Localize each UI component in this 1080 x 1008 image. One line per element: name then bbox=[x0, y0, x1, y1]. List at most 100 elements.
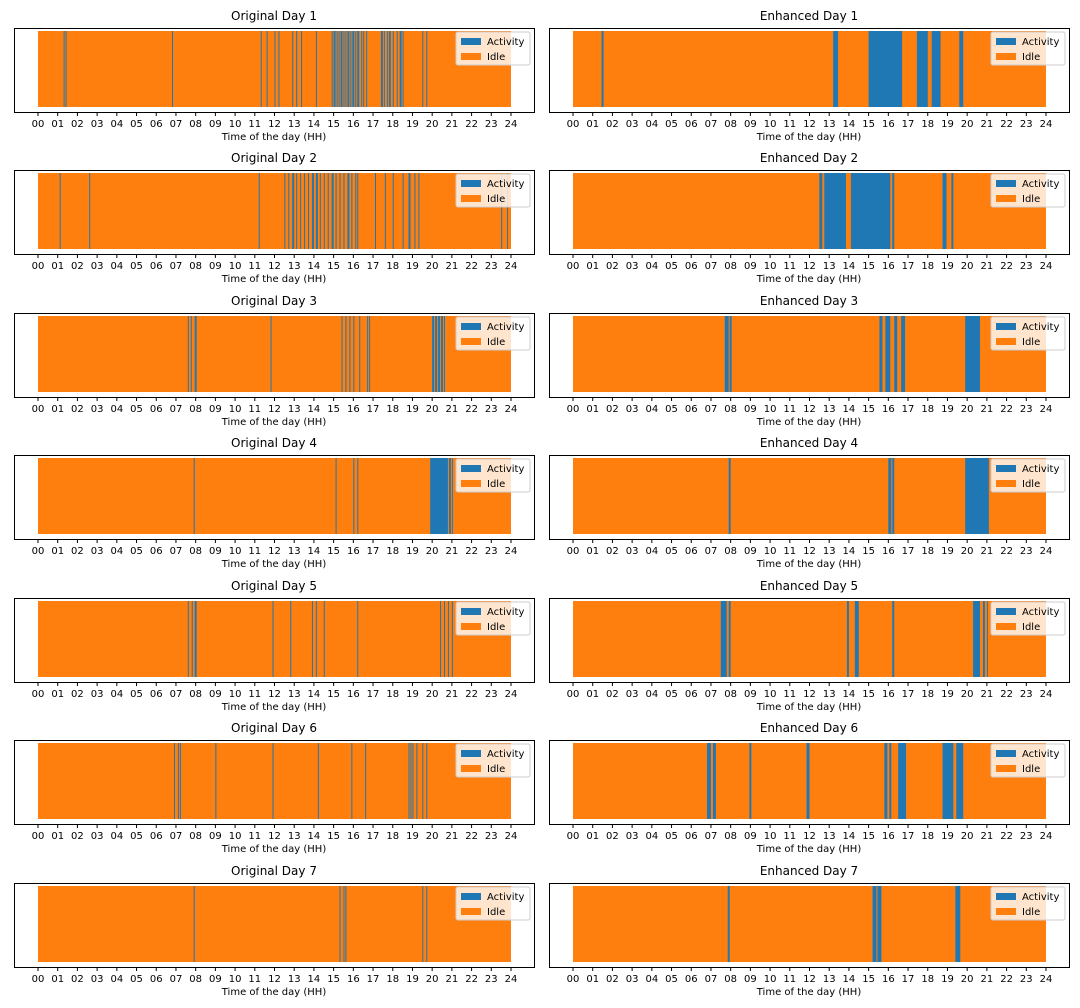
x-tick-label: 05 bbox=[665, 974, 678, 985]
activity-segment bbox=[942, 173, 947, 249]
x-tick-label: 17 bbox=[367, 119, 380, 130]
activity-segment bbox=[304, 173, 306, 249]
x-tick-label: 02 bbox=[71, 831, 84, 842]
x-tick-label: 19 bbox=[406, 404, 419, 415]
x-tick-label: 14 bbox=[843, 689, 856, 700]
x-tick-label: 04 bbox=[645, 974, 658, 985]
x-tick-label: 06 bbox=[685, 119, 698, 130]
activity-segment bbox=[451, 601, 453, 677]
x-tick-label: 17 bbox=[902, 546, 915, 557]
activity-segment bbox=[331, 31, 333, 107]
x-tick-label: 14 bbox=[308, 974, 321, 985]
activity-segment bbox=[380, 31, 383, 107]
activity-segment bbox=[284, 173, 286, 249]
subplot-7: Original Day 4 00 01 02 03 04 05 06 07 08 09 10 11 12… bbox=[14, 436, 535, 570]
activity-segment bbox=[311, 173, 314, 249]
x-tick-label: 11 bbox=[783, 261, 796, 272]
legend-swatch-idle bbox=[461, 195, 481, 202]
activity-segment bbox=[335, 173, 337, 249]
legend: Activity Idle bbox=[455, 601, 531, 636]
activity-segment bbox=[278, 31, 280, 107]
x-tick-label: 24 bbox=[505, 261, 518, 272]
activity-segment bbox=[65, 31, 67, 107]
activity-segment bbox=[292, 31, 294, 107]
activity-segment bbox=[190, 316, 192, 392]
x-tick-label: 21 bbox=[981, 974, 994, 985]
subplot-3: Original Day 2 00 01 02 03 04 05 06 07 08 09 10 11 12… bbox=[14, 151, 535, 285]
x-tick-label: 03 bbox=[91, 404, 104, 415]
x-tick-label: 24 bbox=[505, 404, 518, 415]
legend-label-activity: Activity bbox=[1022, 322, 1059, 333]
x-tick-label: 19 bbox=[406, 261, 419, 272]
x-tick-label: 14 bbox=[843, 404, 856, 415]
x-tick-label: 13 bbox=[288, 404, 301, 415]
x-tick-label: 18 bbox=[386, 119, 399, 130]
subplot-title: Enhanced Day 1 bbox=[760, 9, 858, 23]
x-tick-label: 12 bbox=[803, 689, 816, 700]
x-tick-label: 12 bbox=[268, 119, 281, 130]
x-tick-label: 01 bbox=[586, 119, 599, 130]
x-tick-label: 19 bbox=[941, 974, 954, 985]
x-tick-label: 13 bbox=[288, 261, 301, 272]
legend: Activity Idle bbox=[990, 31, 1066, 66]
activity-segment bbox=[319, 173, 321, 249]
x-tick-label: 06 bbox=[150, 689, 163, 700]
x-tick-label: 19 bbox=[941, 546, 954, 557]
x-tick-label: 00 bbox=[32, 546, 45, 557]
x-tick-label: 06 bbox=[685, 261, 698, 272]
activity-segment bbox=[729, 316, 732, 392]
activity-segment bbox=[877, 886, 882, 962]
x-tick-label: 24 bbox=[1040, 261, 1053, 272]
x-tick-label: 24 bbox=[505, 689, 518, 700]
legend-swatch-activity bbox=[461, 180, 481, 187]
x-tick-label: 23 bbox=[1020, 404, 1033, 415]
subplot-title: Enhanced Day 2 bbox=[760, 151, 858, 165]
activity-segment bbox=[353, 316, 355, 392]
x-tick-label: 16 bbox=[347, 689, 360, 700]
x-tick-label: 15 bbox=[862, 689, 875, 700]
x-tick-label: 24 bbox=[1040, 689, 1053, 700]
x-axis-label: Time of the day (HH) bbox=[221, 987, 327, 998]
activity-segment bbox=[179, 743, 181, 819]
legend: Activity Idle bbox=[990, 601, 1066, 636]
activity-segment bbox=[339, 886, 341, 962]
legend: Activity Idle bbox=[455, 31, 531, 66]
x-tick-label: 20 bbox=[426, 119, 439, 130]
x-tick-label: 21 bbox=[981, 404, 994, 415]
x-tick-label: 11 bbox=[248, 974, 261, 985]
legend-swatch-idle bbox=[996, 765, 1016, 772]
x-tick-label: 04 bbox=[110, 404, 123, 415]
x-axis-label: Time of the day (HH) bbox=[221, 844, 327, 855]
x-tick-label: 03 bbox=[626, 831, 639, 842]
legend-swatch-idle bbox=[461, 480, 481, 487]
legend-swatch-idle bbox=[461, 765, 481, 772]
x-tick-label: 10 bbox=[229, 404, 242, 415]
legend-label-idle: Idle bbox=[487, 907, 505, 918]
x-tick-label: 12 bbox=[268, 404, 281, 415]
x-tick-label: 10 bbox=[764, 261, 777, 272]
activity-segment bbox=[898, 743, 907, 819]
subplot-title: Original Day 7 bbox=[231, 864, 317, 878]
activity-segment bbox=[507, 173, 509, 249]
x-tick-label: 17 bbox=[902, 831, 915, 842]
x-tick-label: 14 bbox=[308, 119, 321, 130]
x-tick-label: 11 bbox=[248, 261, 261, 272]
x-tick-label: 05 bbox=[665, 261, 678, 272]
legend-label-activity: Activity bbox=[487, 37, 524, 48]
x-tick-label: 19 bbox=[406, 546, 419, 557]
activity-segment bbox=[367, 316, 369, 392]
activity-segment bbox=[392, 31, 394, 107]
x-tick-label: 13 bbox=[823, 404, 836, 415]
x-tick-label: 14 bbox=[308, 261, 321, 272]
activity-segment bbox=[889, 743, 892, 819]
x-tick-label: 02 bbox=[71, 546, 84, 557]
x-tick-label: 16 bbox=[347, 546, 360, 557]
x-tick-label: 16 bbox=[347, 974, 360, 985]
activity-segment bbox=[258, 173, 260, 249]
x-tick-label: 13 bbox=[823, 546, 836, 557]
x-tick-label: 01 bbox=[586, 974, 599, 985]
legend-swatch-activity bbox=[461, 893, 481, 900]
legend: Activity Idle bbox=[455, 743, 531, 778]
x-tick-label: 23 bbox=[485, 119, 498, 130]
legend-swatch-idle bbox=[996, 338, 1016, 345]
